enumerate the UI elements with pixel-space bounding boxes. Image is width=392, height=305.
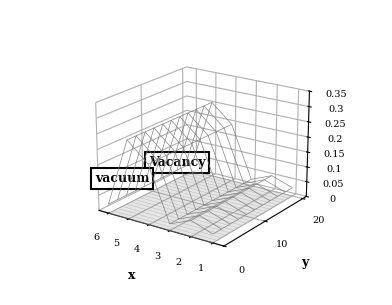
Text: vacuum: vacuum <box>95 172 150 185</box>
Y-axis label: y: y <box>301 256 309 269</box>
Text: Vacancy: Vacancy <box>149 156 206 169</box>
X-axis label: x: x <box>128 269 135 282</box>
